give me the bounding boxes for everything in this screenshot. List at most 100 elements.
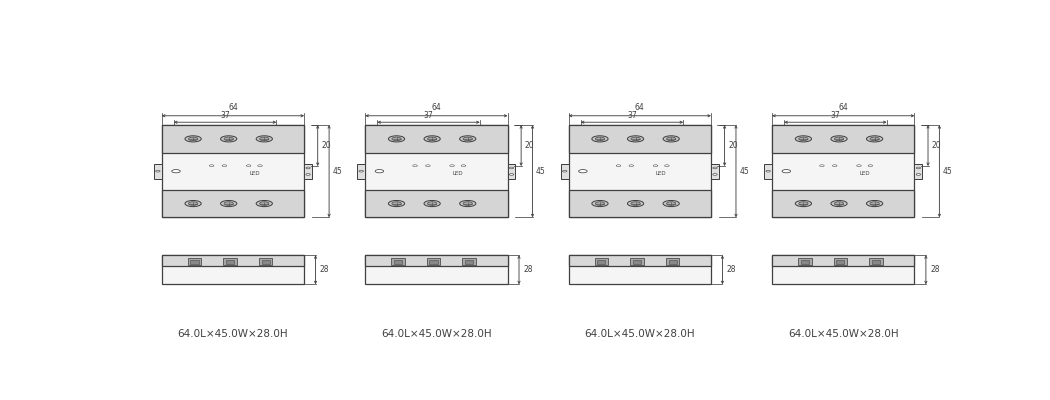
Circle shape — [306, 167, 311, 169]
Circle shape — [463, 202, 472, 205]
Circle shape — [449, 165, 455, 166]
Bar — [507, 164, 516, 178]
Text: 37: 37 — [424, 111, 434, 120]
Circle shape — [259, 202, 269, 205]
Circle shape — [713, 174, 717, 175]
Text: 28: 28 — [930, 265, 940, 274]
Bar — [915, 164, 922, 178]
Bar — [462, 258, 476, 265]
Circle shape — [795, 200, 812, 207]
Text: 20: 20 — [321, 141, 331, 150]
Circle shape — [831, 200, 847, 207]
Circle shape — [866, 200, 883, 207]
Circle shape — [306, 174, 311, 175]
Text: 64.0L×45.0W×28.0H: 64.0L×45.0W×28.0H — [381, 330, 491, 340]
Circle shape — [869, 137, 879, 141]
Bar — [365, 255, 507, 266]
Text: 64: 64 — [838, 103, 848, 112]
Circle shape — [799, 137, 808, 141]
Bar — [597, 260, 606, 264]
Bar — [162, 190, 304, 218]
Circle shape — [663, 200, 679, 207]
Text: 64.0L×45.0W×28.0H: 64.0L×45.0W×28.0H — [177, 330, 289, 340]
Circle shape — [917, 167, 921, 169]
Circle shape — [782, 170, 791, 173]
Text: 28: 28 — [320, 265, 330, 274]
Text: LED: LED — [453, 172, 463, 176]
Circle shape — [220, 136, 237, 142]
Circle shape — [631, 137, 640, 141]
Circle shape — [667, 202, 676, 205]
Circle shape — [185, 136, 202, 142]
Circle shape — [155, 170, 160, 172]
Circle shape — [463, 137, 472, 141]
Bar — [429, 260, 438, 264]
Circle shape — [799, 202, 808, 205]
Circle shape — [831, 136, 847, 142]
Circle shape — [665, 165, 669, 166]
Bar — [190, 260, 198, 264]
Circle shape — [424, 136, 440, 142]
Text: 45: 45 — [943, 167, 952, 176]
Circle shape — [185, 200, 202, 207]
Bar — [162, 255, 304, 284]
Circle shape — [259, 137, 269, 141]
Circle shape — [592, 200, 608, 207]
Circle shape — [388, 136, 404, 142]
Bar — [365, 255, 507, 284]
Bar — [772, 255, 915, 266]
Circle shape — [427, 137, 437, 141]
Text: 45: 45 — [537, 167, 546, 176]
Bar — [188, 258, 202, 265]
Bar — [154, 164, 162, 178]
Circle shape — [188, 137, 197, 141]
Circle shape — [247, 165, 251, 166]
Circle shape — [631, 202, 640, 205]
Circle shape — [663, 136, 679, 142]
Circle shape — [579, 170, 587, 173]
Circle shape — [628, 136, 644, 142]
Circle shape — [172, 170, 181, 173]
Bar — [569, 190, 711, 218]
Circle shape — [509, 174, 513, 175]
Bar — [261, 260, 270, 264]
Text: 64: 64 — [432, 103, 441, 112]
Circle shape — [592, 136, 608, 142]
Text: 37: 37 — [220, 111, 230, 120]
Bar — [772, 125, 915, 153]
Bar — [304, 164, 312, 178]
Text: 37: 37 — [831, 111, 840, 120]
Bar — [392, 258, 404, 265]
Bar — [357, 164, 365, 178]
Circle shape — [795, 136, 812, 142]
Text: 37: 37 — [627, 111, 637, 120]
Circle shape — [765, 170, 771, 172]
Circle shape — [628, 200, 644, 207]
Circle shape — [869, 202, 879, 205]
Circle shape — [820, 165, 824, 166]
Bar — [365, 125, 507, 153]
Text: LED: LED — [859, 172, 870, 176]
Circle shape — [392, 202, 401, 205]
Text: 64.0L×45.0W×28.0H: 64.0L×45.0W×28.0H — [788, 330, 899, 340]
Bar — [872, 260, 880, 264]
Circle shape — [653, 165, 657, 166]
Circle shape — [509, 167, 513, 169]
Bar — [798, 258, 812, 265]
Bar — [772, 125, 915, 218]
Bar — [465, 260, 474, 264]
Circle shape — [256, 136, 272, 142]
Circle shape — [616, 165, 621, 166]
Bar — [801, 260, 808, 264]
Circle shape — [256, 200, 272, 207]
Circle shape — [209, 165, 214, 166]
Circle shape — [359, 170, 363, 172]
Circle shape — [224, 137, 233, 141]
Text: 28: 28 — [523, 265, 532, 274]
Text: 45: 45 — [333, 167, 342, 176]
Circle shape — [413, 165, 417, 166]
Bar — [259, 258, 273, 265]
Circle shape — [257, 165, 262, 166]
Bar — [669, 260, 676, 264]
Text: 64: 64 — [635, 103, 645, 112]
